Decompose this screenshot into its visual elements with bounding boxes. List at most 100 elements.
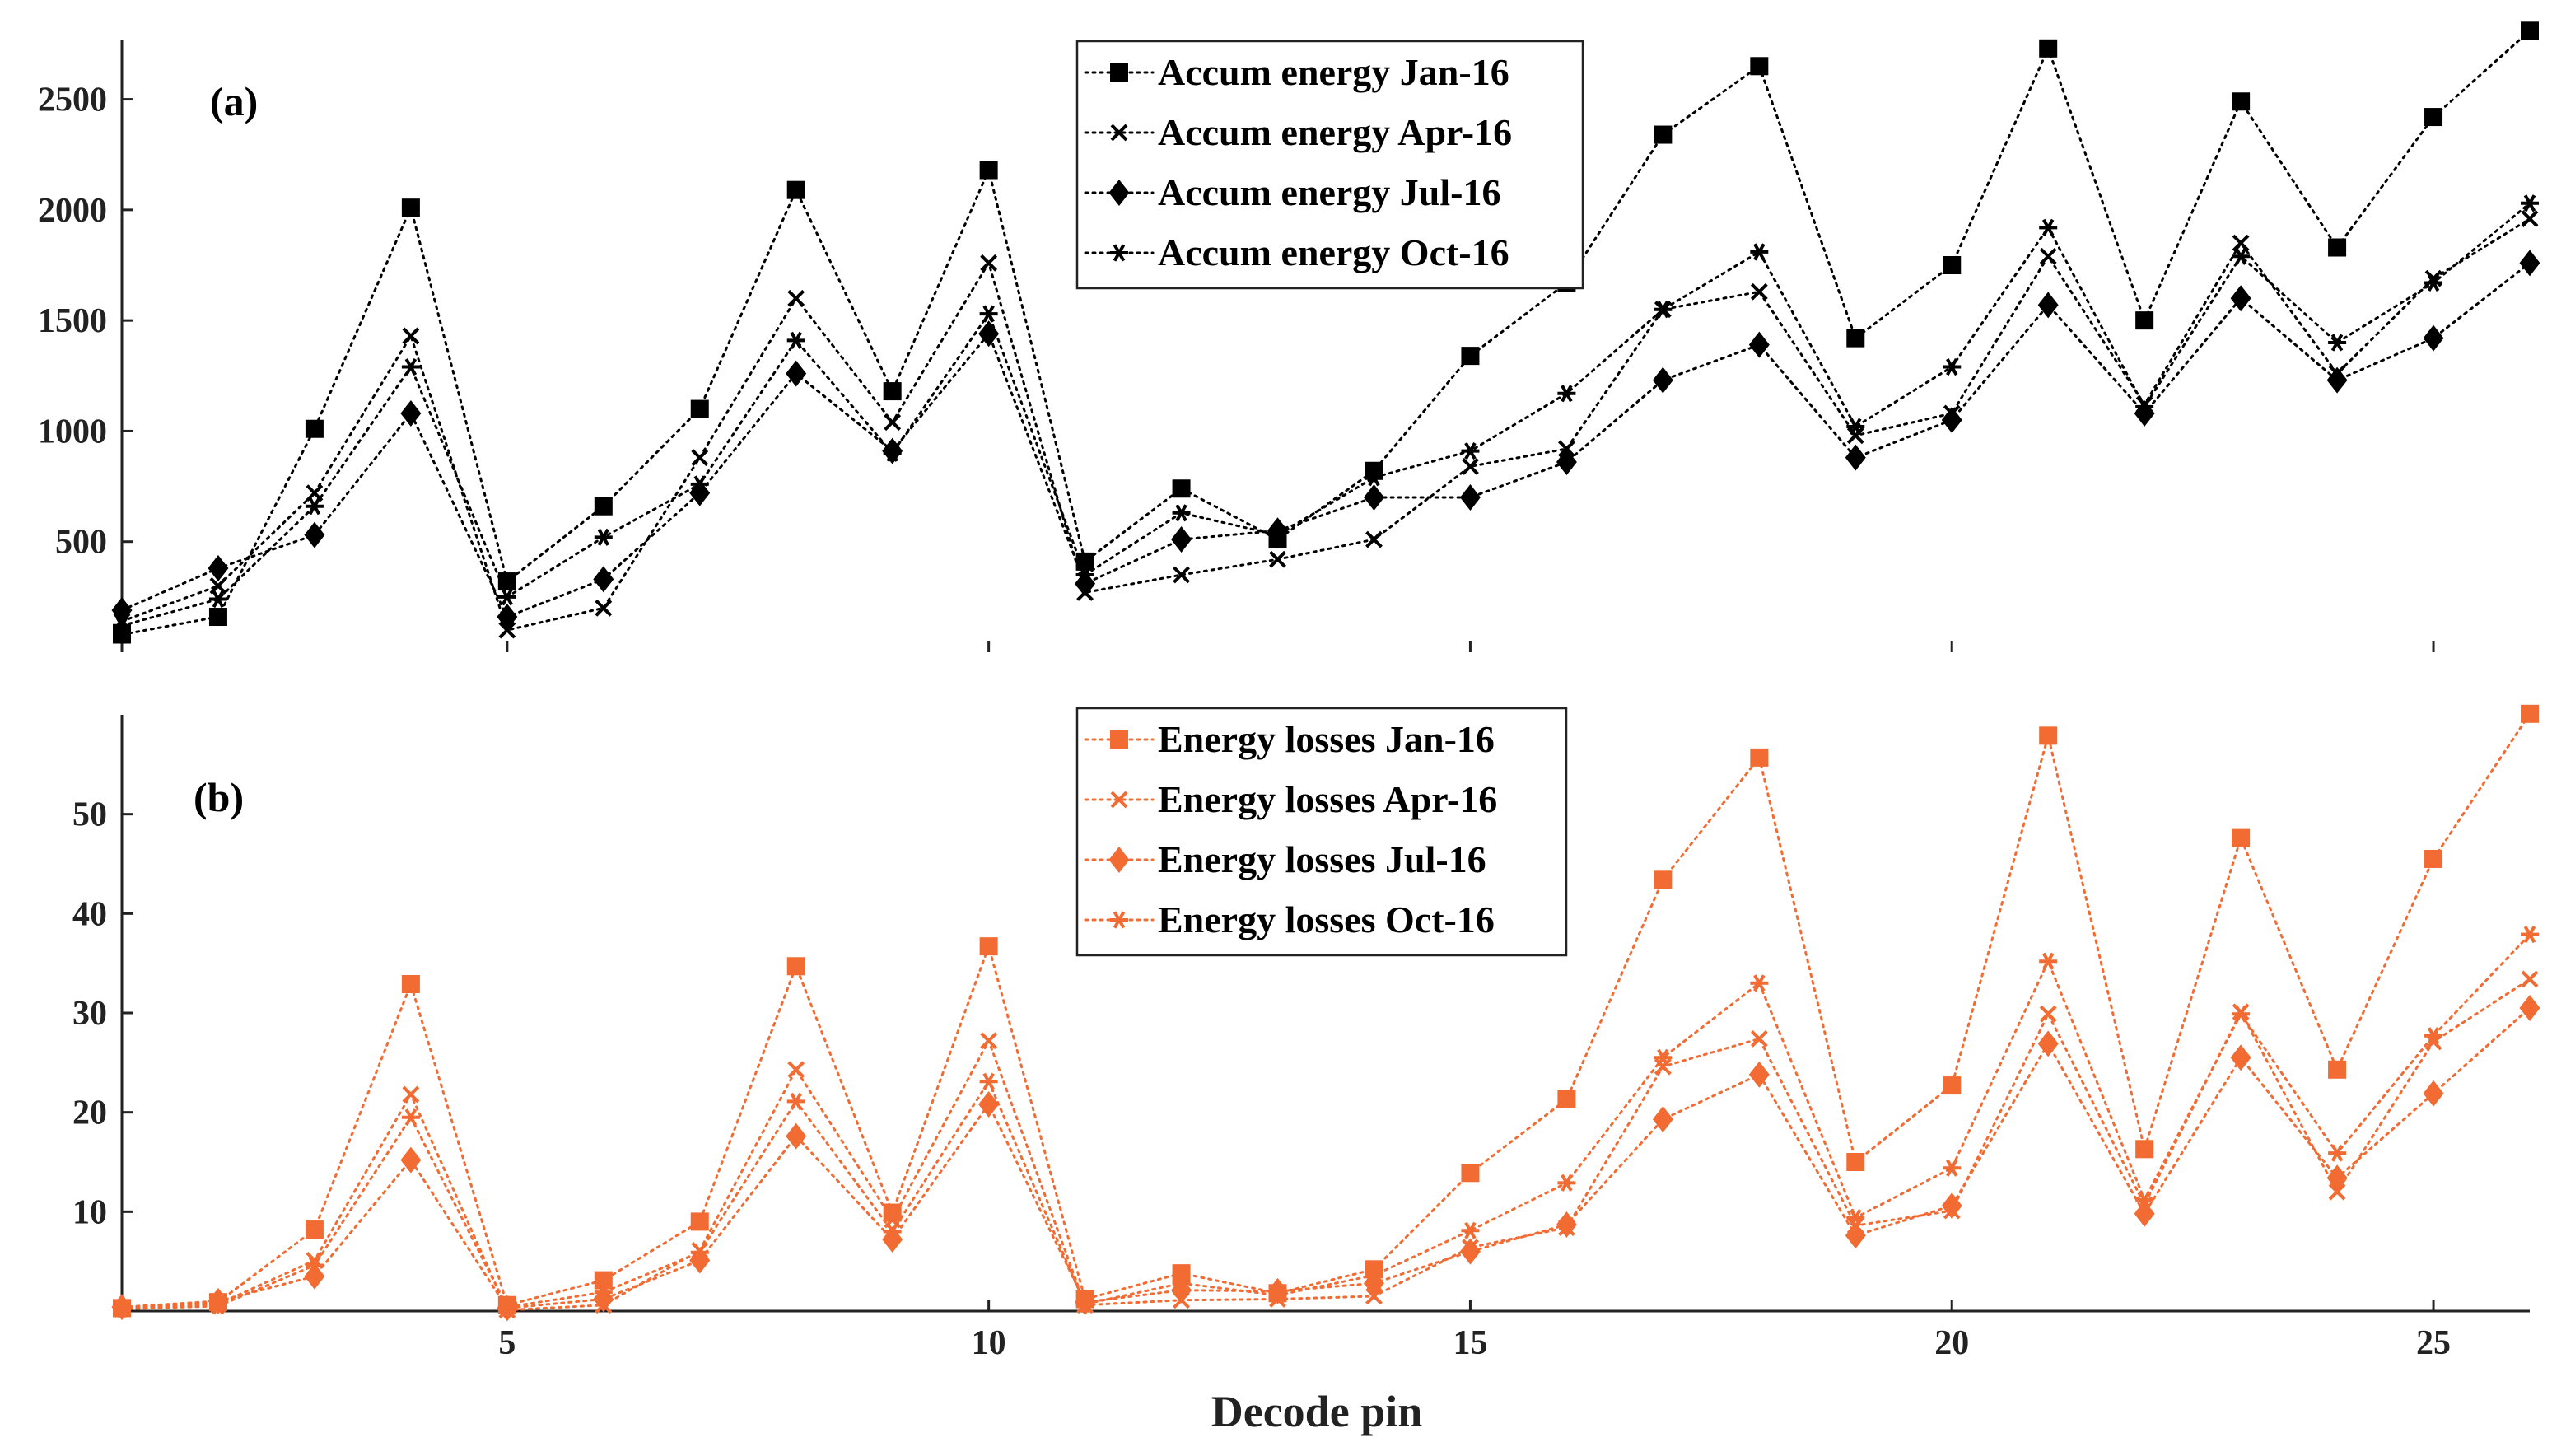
x-tick-label: 10 [972, 1324, 1006, 1362]
data-point [2521, 210, 2539, 228]
data-point [2521, 926, 2539, 944]
legend-entry: Energy losses Oct-16 [1158, 898, 1495, 940]
data-point [1654, 301, 1673, 319]
data-point [2328, 1183, 2346, 1201]
data-point [787, 1061, 805, 1079]
legend-entry: Accum energy Jul-16 [1158, 171, 1500, 213]
data-point [401, 357, 420, 376]
data-point [2135, 311, 2154, 330]
data-point [1461, 347, 1480, 366]
data-point [400, 1146, 422, 1174]
data-point [2521, 194, 2539, 212]
series-line [120, 202, 2531, 628]
data-point [1459, 1238, 1481, 1265]
data-point [883, 444, 902, 462]
data-point [2424, 273, 2443, 292]
data-point [2328, 1144, 2347, 1162]
data-point [1557, 1174, 1576, 1192]
data-point [401, 198, 420, 217]
data-point [2039, 1005, 2057, 1023]
legend-entry: Energy losses Apr-16 [1158, 778, 1497, 820]
data-point [2424, 108, 2443, 127]
panel-a-accum-energy: (a) 500 1000 1500 2000 2500 Accum energy Jan-… [38, 21, 2540, 652]
data-point [113, 617, 131, 635]
data-point [2135, 1191, 2154, 1209]
data-point [304, 1262, 325, 1290]
data-point [497, 588, 516, 606]
data-point [2039, 726, 2058, 745]
data-point [2326, 366, 2348, 394]
data-point [690, 1244, 709, 1262]
data-point [1365, 1266, 1383, 1285]
series-line [120, 933, 2531, 1311]
data-point [884, 413, 902, 432]
data-point [1172, 1274, 1191, 1292]
legend-marker-x [1110, 124, 1128, 142]
data-point [2424, 1027, 2443, 1045]
data-point [1654, 1057, 1672, 1076]
data-point [1365, 530, 1383, 548]
data-point [1943, 357, 1962, 376]
data-point [111, 596, 133, 623]
data-point [1557, 385, 1576, 403]
data-point [1461, 442, 1480, 460]
data-point [979, 161, 998, 180]
data-point [1845, 1222, 1866, 1249]
data-point [1462, 457, 1479, 475]
y-tick-label: 20 [72, 1094, 107, 1132]
data-point [2232, 1005, 2251, 1023]
x-tick-label: 25 [2416, 1324, 2451, 1362]
data-point [980, 1032, 998, 1050]
data-point [595, 599, 613, 617]
data-point [305, 419, 324, 438]
data-point [594, 528, 613, 546]
data-point [594, 1283, 613, 1301]
data-point [979, 937, 998, 956]
x-tick-label: 15 [1453, 1324, 1487, 1362]
data-point [1750, 974, 1769, 992]
data-point [787, 289, 805, 307]
data-point [305, 497, 324, 516]
panel-b-energy-losses: (b) 10 20 30 40 50 5 10 15 20 25 Energy losses Jan… [72, 704, 2540, 1362]
data-point [2135, 398, 2154, 416]
data-point [1172, 479, 1191, 498]
data-point [1459, 484, 1481, 511]
data-point [2039, 952, 2058, 970]
y-tick-label: 2000 [38, 192, 107, 230]
data-point [2232, 247, 2251, 265]
data-point [786, 180, 805, 199]
data-point [786, 331, 805, 349]
data-point [2039, 39, 2058, 58]
y-tick-label: 1500 [38, 302, 107, 340]
data-point [2037, 1030, 2059, 1057]
data-point [1654, 125, 1673, 144]
data-point [786, 360, 807, 387]
data-point [305, 1220, 324, 1239]
data-point [2230, 1044, 2251, 1071]
data-point [209, 577, 227, 595]
data-point [2424, 849, 2443, 868]
data-point [1748, 331, 1770, 358]
data-point [401, 975, 420, 994]
series-diamond-losses [111, 994, 2540, 1322]
data-point [1461, 1164, 1480, 1183]
data-point [1846, 427, 1864, 445]
series-asterisk-losses [113, 926, 2539, 1318]
series-line [120, 1006, 2531, 1309]
data-point [1268, 526, 1287, 544]
series-line [120, 712, 2531, 1309]
data-point [2135, 1140, 2154, 1159]
data-point [690, 1212, 709, 1231]
data-point [1652, 366, 1673, 394]
data-point [113, 1300, 131, 1318]
data-point [402, 327, 420, 345]
data-point [1846, 329, 1865, 348]
data-point [1075, 566, 1094, 584]
legend-marker-diamond [1108, 847, 1130, 873]
data-point [2037, 292, 2059, 319]
data-point [786, 1122, 807, 1150]
legend-entry: Accum energy Apr-16 [1158, 111, 1512, 153]
legend-entry: Accum energy Jan-16 [1158, 51, 1509, 93]
data-point [1748, 1061, 1770, 1088]
data-point [1846, 1153, 1865, 1171]
